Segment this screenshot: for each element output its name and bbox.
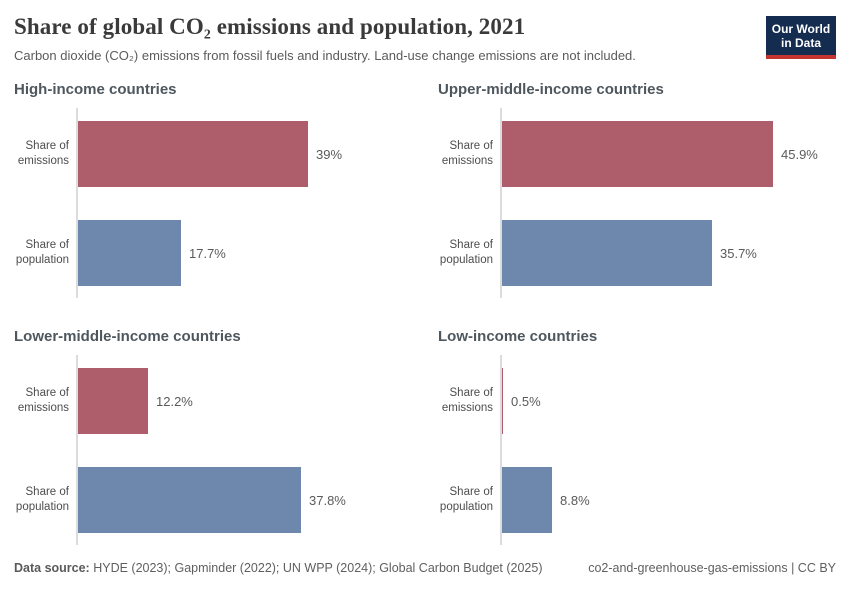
- bar-row-emissions: Share of emissions 0.5%: [438, 368, 836, 434]
- bar-row-population: Share of population 17.7%: [14, 220, 412, 286]
- emissions-value-label: 12.2%: [156, 393, 193, 409]
- bar-track: 12.2%: [76, 368, 412, 434]
- datasource-label: Data source:: [14, 561, 90, 575]
- bar-row-population: Share of population 35.7%: [438, 220, 836, 286]
- population-value-label: 35.7%: [720, 245, 757, 261]
- emissions-bar: [76, 121, 308, 187]
- bar-row-emissions: Share of emissions 12.2%: [14, 368, 412, 434]
- chart-subtitle: Carbon dioxide (CO₂) emissions from foss…: [14, 48, 636, 63]
- population-bar: [76, 220, 181, 286]
- bar-track: 35.7%: [500, 220, 836, 286]
- owid-logo-line1: Our World: [771, 22, 831, 36]
- category-label-emissions: Share of emissions: [441, 387, 493, 414]
- emissions-value-label: 0.5%: [511, 393, 541, 409]
- panel-low-income: Low-income countries Share of emissions …: [438, 328, 836, 545]
- panel-title: Low-income countries: [438, 328, 598, 345]
- emissions-value-label: 39%: [316, 146, 343, 162]
- y-axis-line: [76, 108, 78, 298]
- panel-chart: Share of emissions 0.5% Share of populat…: [438, 355, 836, 545]
- header: Share of global CO₂ emissions and popula…: [14, 14, 836, 63]
- category-label-emissions: Share of emissions: [441, 140, 493, 167]
- panel-chart: Share of emissions 39% Share of populati…: [14, 108, 412, 298]
- owid-logo: Our World in Data: [766, 16, 836, 59]
- population-bar: [500, 220, 712, 286]
- category-label-emissions: Share of emissions: [17, 140, 69, 167]
- category-label-population: Share of population: [439, 486, 493, 513]
- panel-upper-middle-income: Upper-middle-income countries Share of e…: [438, 81, 836, 298]
- bar-row-population: Share of population 37.8%: [14, 467, 412, 533]
- datasource-line: Data source: HYDE (2023); Gapminder (202…: [14, 561, 543, 575]
- bar-track: 45.9%: [500, 121, 836, 187]
- bar-track: 0.5%: [500, 368, 836, 434]
- panel-chart: Share of emissions 45.9% Share of popula…: [438, 108, 836, 298]
- bar-track: 8.8%: [500, 467, 836, 533]
- emissions-bar: [76, 368, 148, 434]
- bar-row-emissions: Share of emissions 39%: [14, 121, 412, 187]
- category-label-population: Share of population: [439, 239, 493, 266]
- panel-lower-middle-income: Lower-middle-income countries Share of e…: [14, 328, 412, 545]
- y-axis-line: [500, 108, 502, 298]
- bar-track: 17.7%: [76, 220, 412, 286]
- category-label-population: Share of population: [15, 486, 69, 513]
- panel-title: High-income countries: [14, 81, 177, 98]
- panel-chart: Share of emissions 12.2% Share of popula…: [14, 355, 412, 545]
- population-value-label: 8.8%: [560, 492, 590, 508]
- footer: Data source: HYDE (2023); Gapminder (202…: [14, 561, 836, 575]
- panel-title: Upper-middle-income countries: [438, 81, 664, 98]
- y-axis-line: [76, 355, 78, 545]
- category-label-emissions: Share of emissions: [17, 387, 69, 414]
- bar-track: 39%: [76, 121, 412, 187]
- owid-logo-line2: in Data: [780, 36, 821, 50]
- small-multiples-grid: High-income countries Share of emissions…: [14, 81, 836, 545]
- panel-title: Lower-middle-income countries: [14, 328, 241, 345]
- population-value-label: 17.7%: [189, 245, 226, 261]
- emissions-bar: [500, 121, 773, 187]
- category-label-population: Share of population: [15, 239, 69, 266]
- chart-title: Share of global CO₂ emissions and popula…: [14, 14, 526, 39]
- bar-row-population: Share of population 8.8%: [438, 467, 836, 533]
- bar-row-emissions: Share of emissions 45.9%: [438, 121, 836, 187]
- emissions-value-label: 45.9%: [781, 146, 818, 162]
- license-slug: co2-and-greenhouse-gas-emissions | CC BY: [588, 561, 836, 575]
- population-value-label: 37.8%: [309, 492, 346, 508]
- bar-track: 37.8%: [76, 467, 412, 533]
- population-bar: [500, 467, 552, 533]
- header-text: Share of global CO₂ emissions and popula…: [14, 14, 636, 63]
- population-bar: [76, 467, 301, 533]
- y-axis-line: [500, 355, 502, 545]
- datasource-text: HYDE (2023); Gapminder (2022); UN WPP (2…: [89, 561, 543, 575]
- panel-high-income: High-income countries Share of emissions…: [14, 81, 412, 298]
